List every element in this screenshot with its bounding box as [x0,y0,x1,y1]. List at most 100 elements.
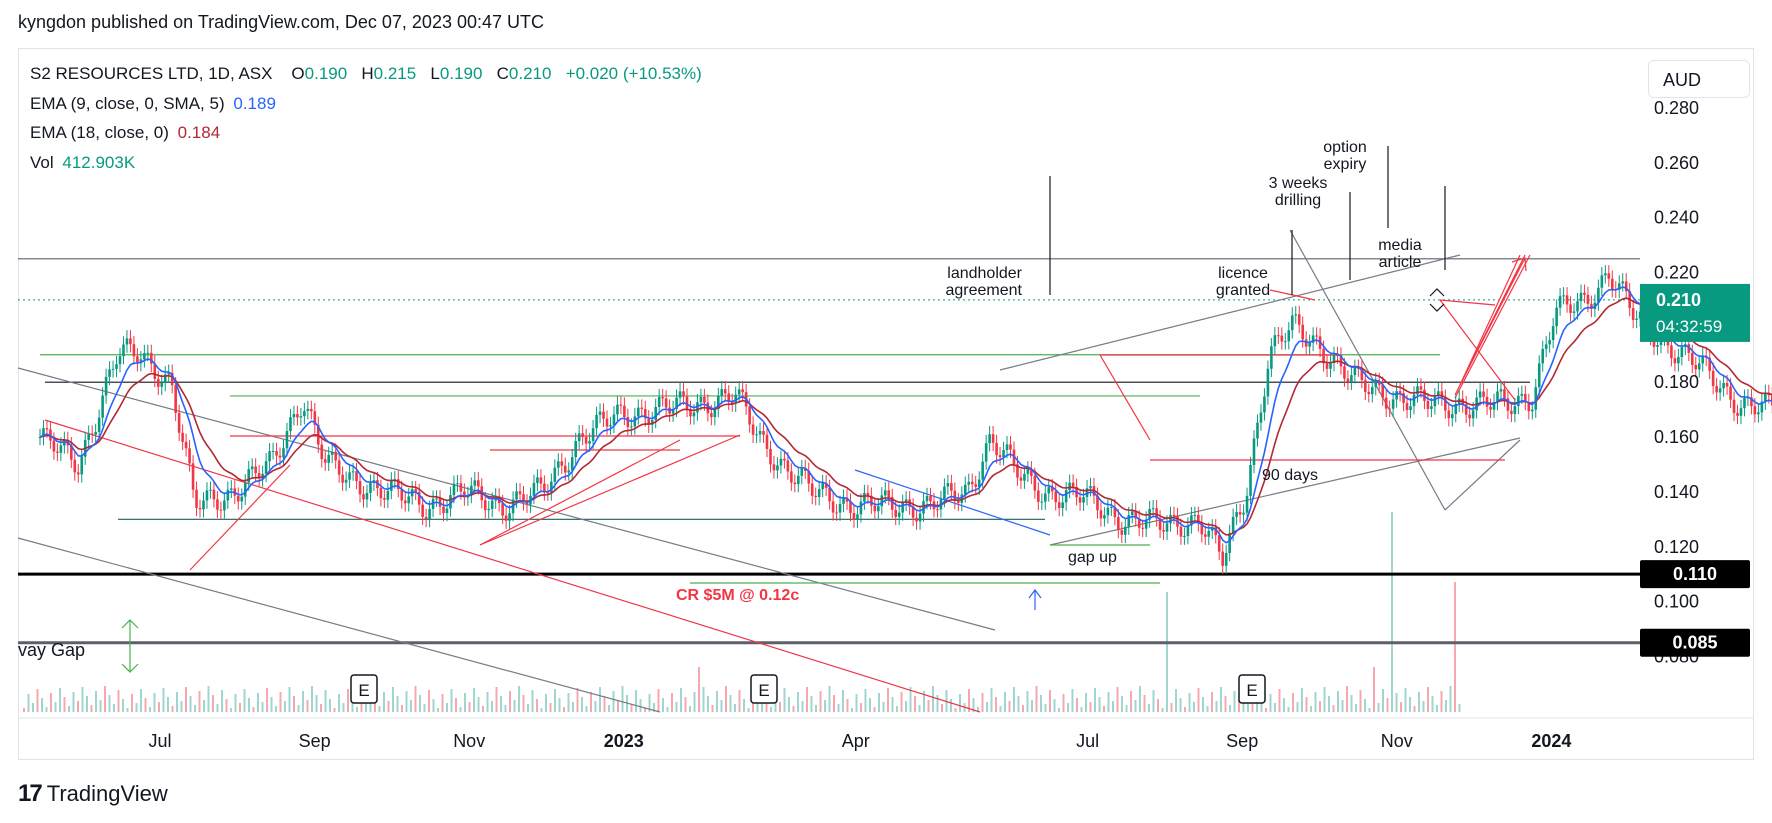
candle-body [685,396,689,409]
volume-bar [869,698,871,712]
candle-body [1259,412,1263,423]
candle-body [1590,303,1593,309]
candle-body [960,494,964,503]
ema-fast-legend[interactable]: EMA (9, close, 0, SMA, 5) 0.189 [30,94,276,114]
candle-body [108,369,111,377]
volume-bar [711,705,714,712]
footer-brand[interactable]: 17 TradingView [18,780,168,808]
volume-bar [275,706,277,712]
chart-frame[interactable] [18,48,1754,760]
candle-body [1520,393,1524,396]
candle-body [1384,397,1388,409]
candle-body [1311,335,1315,343]
ohlc-legend: S2 RESOURCES LTD, 1D, ASX O0.190 H0.215 … [30,64,702,84]
candle-body [167,372,171,375]
volume-bar [1157,699,1159,712]
candle-body [153,363,157,379]
volume-bar [324,690,327,712]
candle-body [866,493,870,496]
candle-body [643,408,647,419]
volume-bar [932,686,934,712]
bar-countdown: 04:32:59 [1656,317,1722,336]
candle-body [765,434,769,449]
candle-body [943,486,946,500]
candle-body [355,471,358,482]
candle-body [421,504,424,517]
ema-slow-legend[interactable]: EMA (18, close, 0) 0.184 [30,123,220,143]
volume-bar [54,702,57,712]
candle-body [195,489,198,508]
candle-body [915,517,918,522]
candle-body [1252,438,1256,466]
ema-lines [39,286,1772,544]
candle-body [278,455,282,458]
volume-bar [315,695,318,712]
candle-body [414,489,417,492]
annotation-drilling: 3 weeks [1269,175,1328,192]
volume-bar [981,693,984,712]
volume-bar [608,705,610,712]
projection-arrowhead [1511,257,1527,272]
candle-body [1047,487,1051,494]
candle-body [1471,410,1475,419]
ema-slow-label: EMA (18, close, 0) [30,123,169,142]
candle-body [351,471,355,473]
candle-body [1169,514,1172,524]
candle-body [80,456,84,475]
volume-bar [599,687,601,712]
candle-body [699,397,703,403]
candle-body [675,397,678,409]
candle-body [730,402,734,404]
candle-body [671,408,675,414]
candle-body [1117,517,1120,531]
candle-body [1402,393,1405,404]
volume-bar [1323,687,1326,712]
candle-body [177,412,181,433]
volume-bar [1310,706,1312,712]
x-tick-label: Apr [842,731,870,751]
volume-bar [68,706,70,712]
volume-bar [612,691,615,712]
volume-bar [1031,700,1033,712]
volume-bar [207,686,210,712]
volume-bar [176,692,178,712]
candle-body [1673,358,1677,364]
candle-body [1183,536,1186,538]
candle-body [717,395,720,410]
candle-body [1023,473,1026,481]
candle-body [626,417,630,428]
candle-body [1722,382,1725,389]
volume-bar [153,693,156,712]
volume-bar [977,707,979,712]
volume-bar [378,706,381,712]
candle-body [1033,475,1037,491]
candle-body [90,433,94,435]
volume-bar [455,698,457,712]
candle-body [101,395,104,418]
trend-line [17,537,661,713]
volume-bar [590,692,592,712]
volume-bar [468,702,471,712]
currency-button[interactable]: AUD [1648,60,1750,98]
candle-body [160,383,164,387]
volume-legend[interactable]: Vol 412.903K [30,153,135,173]
volume-bar [909,687,912,712]
candle-body [880,495,884,507]
candle-body [1572,311,1576,313]
candle-body [341,474,344,483]
candle-body [584,436,588,444]
volume-bar [266,688,268,712]
volume-bar [959,694,961,712]
candle-body [963,484,967,495]
volume-bar [108,695,111,712]
candle-body [654,407,657,421]
volume-bar [1022,705,1024,712]
volume-bar [1364,699,1366,712]
volume-bar [738,690,741,712]
volume-bar [1062,694,1065,712]
candle-body [403,500,407,504]
candle-body [692,412,696,417]
candle-body [1635,318,1638,320]
candle-body [1350,375,1353,382]
